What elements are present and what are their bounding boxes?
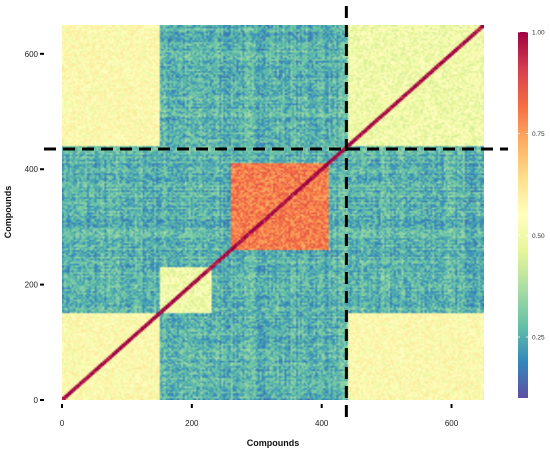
x-axis-title: Compounds	[247, 438, 300, 448]
x-tick-label: 0	[60, 419, 65, 428]
colorbar-tick-label: 0.25	[532, 335, 545, 342]
y-tick-label: 400	[25, 165, 39, 174]
colorbar-scale	[518, 32, 528, 398]
colorbar-ticks: 0.25 0.50 0.75 1.00	[518, 30, 545, 342]
colorbar: 0.25 0.50 0.75 1.00	[518, 30, 545, 398]
y-tick-label: 0	[34, 396, 39, 405]
heatmap-cells	[62, 25, 484, 400]
colorbar-tick-label: 1.00	[532, 30, 545, 37]
colorbar-tick-label: 0.50	[532, 233, 545, 240]
x-tick-label: 600	[445, 419, 459, 428]
y-tick-label: 200	[25, 281, 39, 290]
x-tick-label: 200	[185, 419, 199, 428]
x-axis: 0 200 400 600	[60, 404, 459, 428]
heatmap-panel	[62, 25, 484, 400]
y-axis-title: Compounds	[3, 186, 13, 239]
reference-lines	[44, 6, 508, 420]
y-axis: 0 200 400 600	[25, 50, 44, 405]
x-tick-label: 400	[315, 419, 329, 428]
colorbar-tick-label: 0.75	[532, 131, 545, 138]
y-tick-label: 600	[25, 50, 39, 59]
